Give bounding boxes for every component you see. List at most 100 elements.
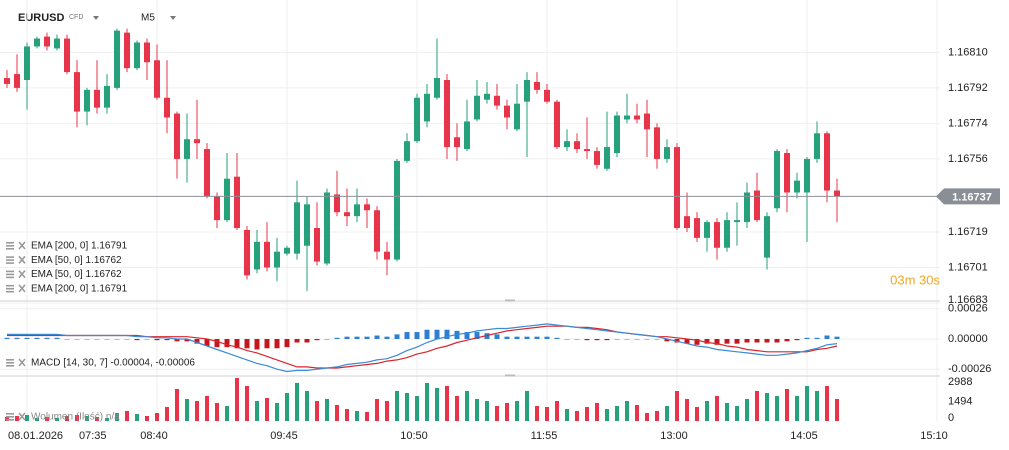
menu-icon[interactable] <box>6 242 14 244</box>
histogram-bar <box>434 329 440 339</box>
volume-bar <box>615 405 619 421</box>
histogram-bar <box>144 339 150 340</box>
histogram-bar <box>244 339 250 349</box>
histogram-bar <box>634 339 640 340</box>
volume-bar <box>525 390 529 421</box>
pane-handle[interactable] <box>505 374 515 377</box>
x-tick-label: 08:40 <box>140 430 168 442</box>
volume-bar <box>535 405 539 421</box>
histogram-bar <box>374 335 380 339</box>
volume-bar <box>285 392 289 421</box>
candle-body <box>294 202 300 254</box>
histogram-bar <box>324 339 330 340</box>
close-icon[interactable] <box>18 358 26 367</box>
candle-body <box>184 139 190 159</box>
volume-bar <box>635 404 639 421</box>
y-tick-label: 0.00026 <box>948 303 988 315</box>
x-tick-label: 15:10 <box>920 430 948 442</box>
volume-bar <box>665 405 669 421</box>
menu-icon[interactable] <box>6 359 14 361</box>
badge: CFD <box>69 14 83 21</box>
volume-bar <box>735 405 739 421</box>
menu-icon[interactable] <box>6 273 14 276</box>
histogram-bar <box>264 339 270 349</box>
close-icon[interactable] <box>18 412 26 421</box>
date-label: 08.01.2026 <box>8 430 63 442</box>
countdown: 03m 30s <box>890 272 940 287</box>
menu-icon[interactable] <box>6 419 14 421</box>
candle-body <box>274 251 280 268</box>
candle-body <box>204 149 210 197</box>
histogram-bar <box>24 337 30 339</box>
menu-icon[interactable] <box>6 365 14 367</box>
menu-icon[interactable] <box>6 259 14 261</box>
y-tick-label: -0.00026 <box>948 363 991 375</box>
volume-bar <box>235 377 239 421</box>
timeframe[interactable]: M5 <box>141 13 155 24</box>
candle-body <box>364 204 370 211</box>
histogram-bar <box>234 339 240 349</box>
volume-bar <box>555 400 559 421</box>
candle-body <box>284 247 290 254</box>
volume-bar <box>575 410 579 421</box>
histogram-bar <box>664 339 670 342</box>
candle-body <box>124 32 130 69</box>
menu-icon[interactable] <box>6 245 14 247</box>
volume-bar <box>95 417 99 421</box>
volume-bar <box>765 392 769 421</box>
volume-bar <box>775 395 779 421</box>
volume-bar <box>105 417 109 421</box>
menu-icon[interactable] <box>6 362 14 364</box>
y-tick-label: 1.16719 <box>948 226 988 238</box>
candle-body <box>154 60 160 98</box>
histogram-bar <box>94 339 100 340</box>
candle-body <box>654 127 660 159</box>
candle-body <box>34 38 40 47</box>
candle-body <box>424 93 430 122</box>
menu-icon[interactable] <box>6 248 14 250</box>
candle-body <box>754 190 760 221</box>
close-icon[interactable] <box>18 270 26 279</box>
histogram-bar <box>704 339 710 344</box>
histogram-bar <box>744 339 750 343</box>
candle-body <box>624 115 630 120</box>
candle-body <box>84 89 90 112</box>
menu-icon[interactable] <box>6 416 14 418</box>
volume-bar <box>215 402 219 421</box>
volume-bar <box>835 399 839 421</box>
volume-bar <box>455 395 459 421</box>
candle-body <box>484 93 490 100</box>
volume-bar <box>515 400 519 421</box>
volume-bar <box>305 390 309 421</box>
menu-icon[interactable] <box>6 256 14 258</box>
menu-icon[interactable] <box>6 413 14 415</box>
volume-bar <box>355 410 359 421</box>
dropdown-arrow[interactable] <box>93 16 99 20</box>
candle-body <box>634 115 640 120</box>
volume-bar <box>145 415 149 421</box>
candle-body <box>814 133 820 159</box>
close-icon[interactable] <box>18 255 26 264</box>
menu-icon[interactable] <box>6 290 14 293</box>
menu-icon[interactable] <box>6 276 14 279</box>
volume-bar <box>605 409 609 421</box>
histogram-bar <box>574 339 580 340</box>
close-icon[interactable] <box>18 284 26 293</box>
dropdown-arrow[interactable] <box>170 16 176 20</box>
menu-icon[interactable] <box>6 287 14 290</box>
symbol[interactable]: EURUSD <box>18 12 65 24</box>
histogram-bar <box>754 339 760 343</box>
close-icon[interactable] <box>18 241 26 250</box>
candle-body <box>314 228 320 262</box>
menu-icon[interactable] <box>6 262 14 264</box>
menu-icon[interactable] <box>6 270 14 273</box>
menu-icon[interactable] <box>6 284 14 287</box>
indicator-label: MACD [14, 30, 7] -0.00004, -0.00006 <box>31 358 195 369</box>
pane-handle[interactable] <box>505 299 515 302</box>
volume-bar <box>395 390 399 421</box>
volume-bar <box>335 404 339 421</box>
volume-bar <box>595 402 599 421</box>
candle-body <box>694 218 700 238</box>
